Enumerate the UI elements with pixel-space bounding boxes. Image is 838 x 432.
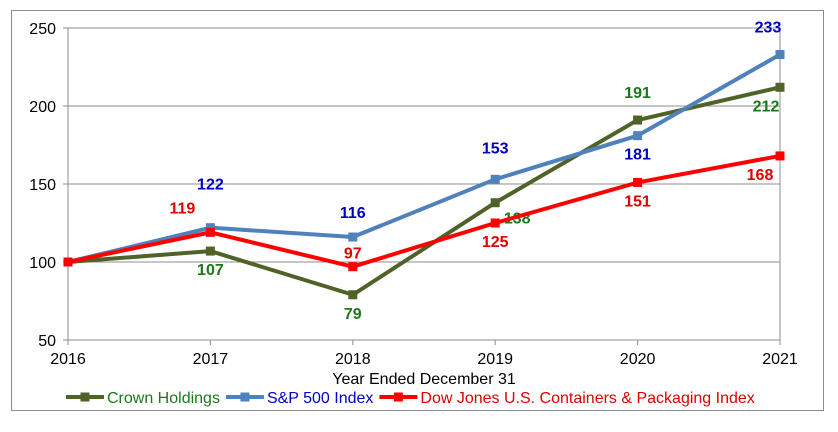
y-tick-label: 250 [29,21,56,38]
x-tick-label: 2018 [335,351,371,368]
y-tick-label: 50 [38,333,56,350]
x-tick-label: 2019 [477,351,513,368]
data-label: 107 [197,262,224,279]
y-tick-label: 100 [29,255,56,272]
x-tick-label: 2021 [762,351,798,368]
y-tick-label: 200 [29,99,56,116]
x-tick-label: 2020 [620,351,656,368]
data-marker [775,82,785,92]
x-tick-label: 2017 [193,351,229,368]
data-label: 233 [755,20,782,37]
data-label: 79 [344,306,362,323]
series-line [67,85,781,297]
data-label: 119 [169,200,195,217]
series-line [67,153,781,269]
legend-label: Crown Holdings [107,390,220,407]
data-marker [633,131,643,141]
data-marker [205,223,215,233]
data-marker [490,218,500,228]
data-label: 191 [624,85,651,102]
data-marker [633,115,643,125]
data-marker [348,262,358,272]
legend-swatch-marker [80,392,90,402]
x-axis-title: Year Ended December 31 [332,371,516,388]
data-marker [205,246,215,256]
legend-swatch-marker [240,392,250,402]
data-label: 125 [482,234,509,251]
data-label: 122 [197,177,224,194]
y-tick-label: 150 [29,177,56,194]
data-label: 97 [344,246,362,263]
legend-label: Dow Jones U.S. Containers & Packaging In… [420,390,754,407]
data-marker [633,177,643,187]
series-line [67,52,781,264]
legend-swatch-marker [393,392,403,402]
data-marker [775,151,785,161]
data-marker [775,50,785,60]
x-tick-label: 2016 [50,351,86,368]
data-label: 168 [747,167,774,184]
data-label: 151 [624,193,651,210]
data-marker [348,290,358,300]
data-label: 116 [340,205,366,222]
data-marker [490,174,500,184]
data-marker [348,232,358,242]
data-label: 181 [624,147,651,164]
data-marker [490,198,500,208]
data-marker [205,227,215,237]
chart-frame [11,10,824,411]
legend-label: S&P 500 Index [267,390,373,407]
data-label: 212 [753,98,780,115]
data-label: 153 [482,140,509,157]
data-marker [63,257,73,267]
